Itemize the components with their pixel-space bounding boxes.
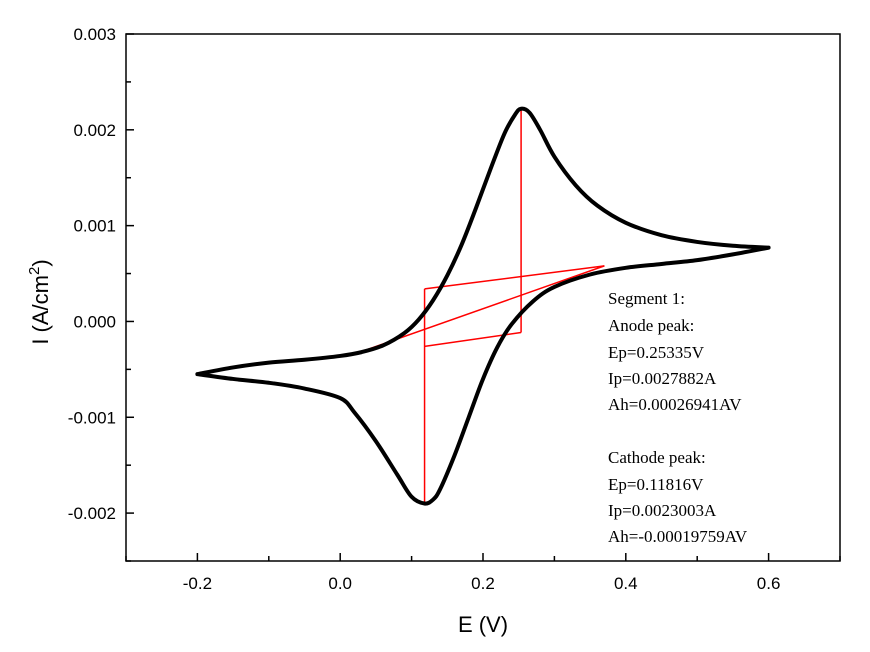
y-tick-label: 0.002	[73, 121, 116, 140]
x-tick-label: 0.6	[757, 574, 781, 593]
axis-tick-labels: -0.2 0.0 0.2 0.4 0.6 -0.002 -0.001 0.000 0.001 0.…	[68, 25, 781, 593]
legend-line: Segment 1:	[608, 289, 685, 308]
legend-line: Ip=0.0023003A	[608, 501, 717, 520]
y-tick-label: 0.003	[73, 25, 116, 44]
axis-ticks	[125, 33, 841, 562]
peak-results-annotation: Segment 1: Anode peak: Ep=0.25335V Ip=0.…	[608, 289, 748, 546]
legend-line: Anode peak:	[608, 316, 694, 335]
y-tick-label: 0.000	[73, 312, 116, 331]
peak-baseline-annotations	[354, 108, 605, 504]
legend-line: Ah=0.00026941AV	[608, 395, 742, 414]
y-axis-title-main: I (A/cm	[28, 275, 53, 345]
legend-line: Ah=-0.00019759AV	[608, 527, 748, 546]
plot-frame	[125, 33, 841, 562]
legend-line: Cathode peak:	[608, 448, 706, 467]
cathode-baseline-line	[424, 265, 605, 290]
y-tick-label: -0.001	[68, 408, 116, 427]
y-tick-label: -0.002	[68, 504, 116, 523]
x-tick-label: 0.4	[614, 574, 638, 593]
legend-line: Ep=0.25335V	[608, 343, 705, 362]
x-tick-label: -0.2	[183, 574, 212, 593]
y-axis-title-superscript: 2	[26, 267, 43, 275]
legend-line: Ip=0.0027882A	[608, 369, 717, 388]
x-tick-label: 0.2	[471, 574, 495, 593]
x-tick-label: 0.0	[328, 574, 352, 593]
x-axis-title: E (V)	[458, 612, 508, 637]
y-axis-title-close: )	[28, 259, 53, 266]
y-tick-label: 0.001	[73, 217, 116, 236]
cv-curve-series	[195, 106, 771, 506]
y-axis-title: I (A/cm2)	[26, 259, 53, 344]
legend-line: Ep=0.11816V	[608, 475, 704, 494]
